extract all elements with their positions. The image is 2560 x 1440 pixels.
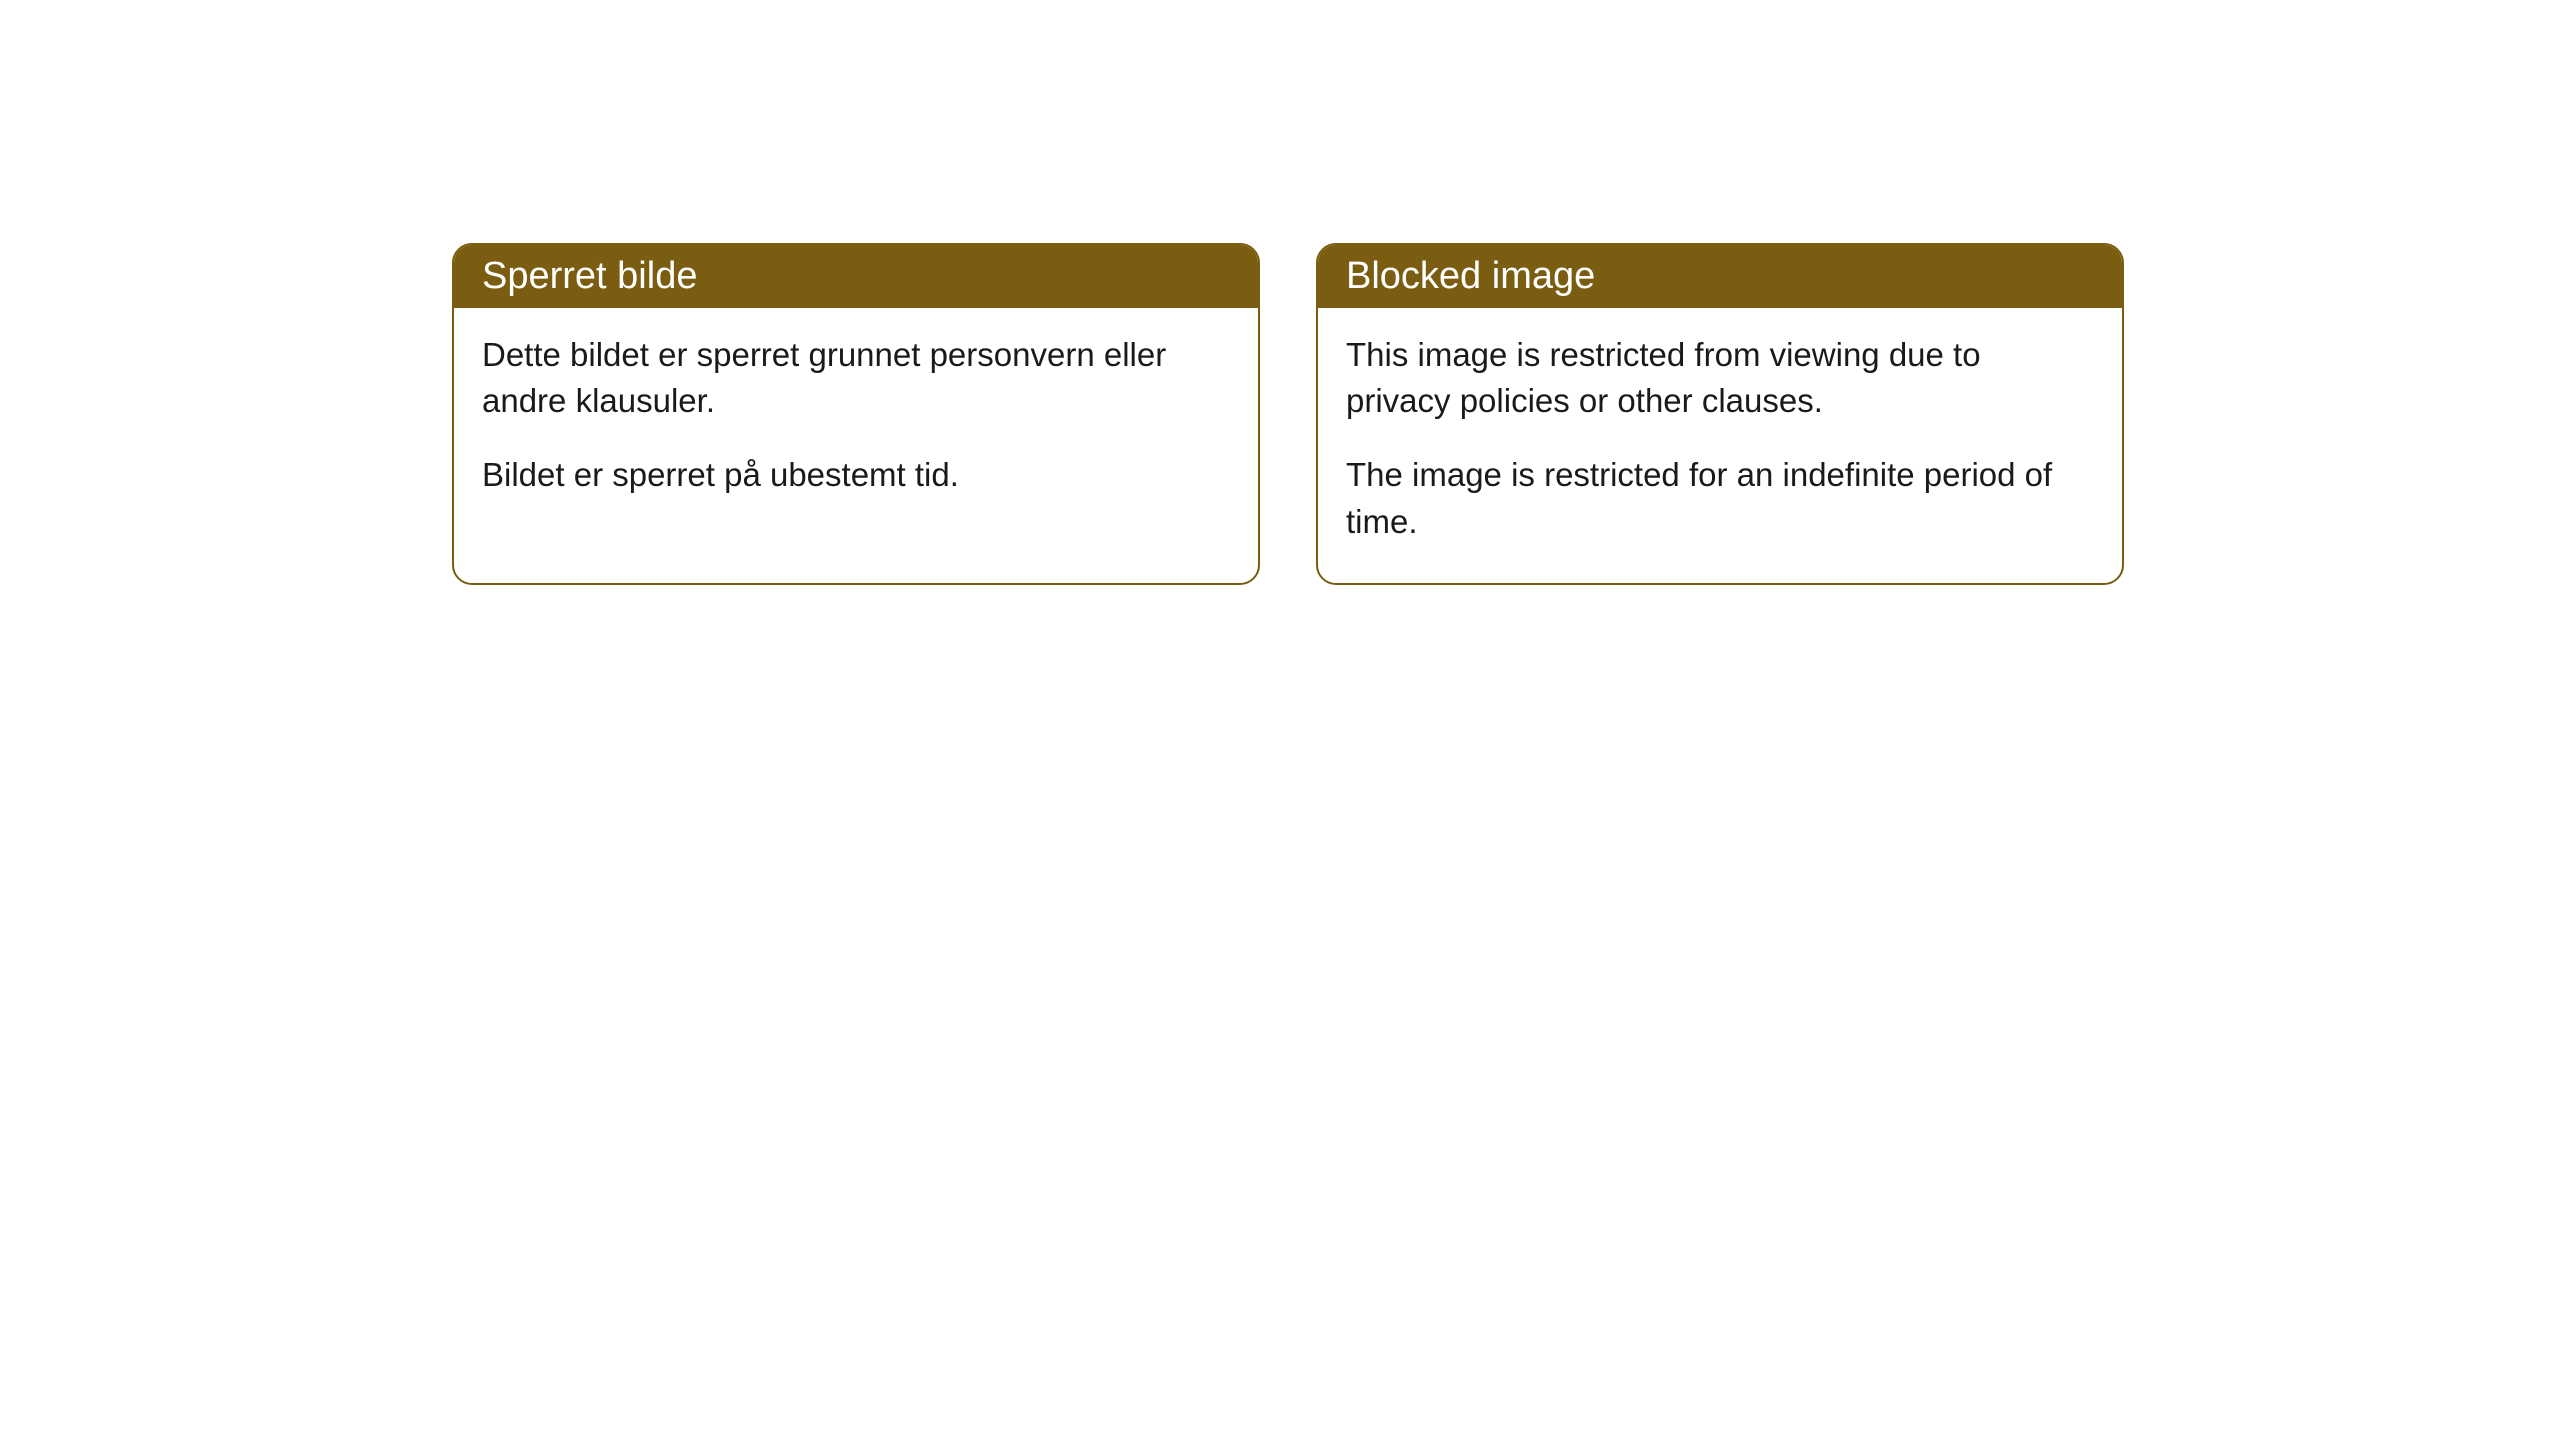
card-paragraph: This image is restricted from viewing du…: [1346, 332, 2094, 424]
card-title: Sperret bilde: [454, 245, 1258, 308]
card-paragraph: Bildet er sperret på ubestemt tid.: [482, 452, 1230, 498]
notice-card-norwegian: Sperret bilde Dette bildet er sperret gr…: [452, 243, 1260, 585]
card-body: Dette bildet er sperret grunnet personve…: [454, 308, 1258, 537]
notice-card-english: Blocked image This image is restricted f…: [1316, 243, 2124, 585]
card-body: This image is restricted from viewing du…: [1318, 308, 2122, 583]
notice-cards-row: Sperret bilde Dette bildet er sperret gr…: [452, 243, 2124, 585]
card-paragraph: Dette bildet er sperret grunnet personve…: [482, 332, 1230, 424]
card-title: Blocked image: [1318, 245, 2122, 308]
card-paragraph: The image is restricted for an indefinit…: [1346, 452, 2094, 544]
